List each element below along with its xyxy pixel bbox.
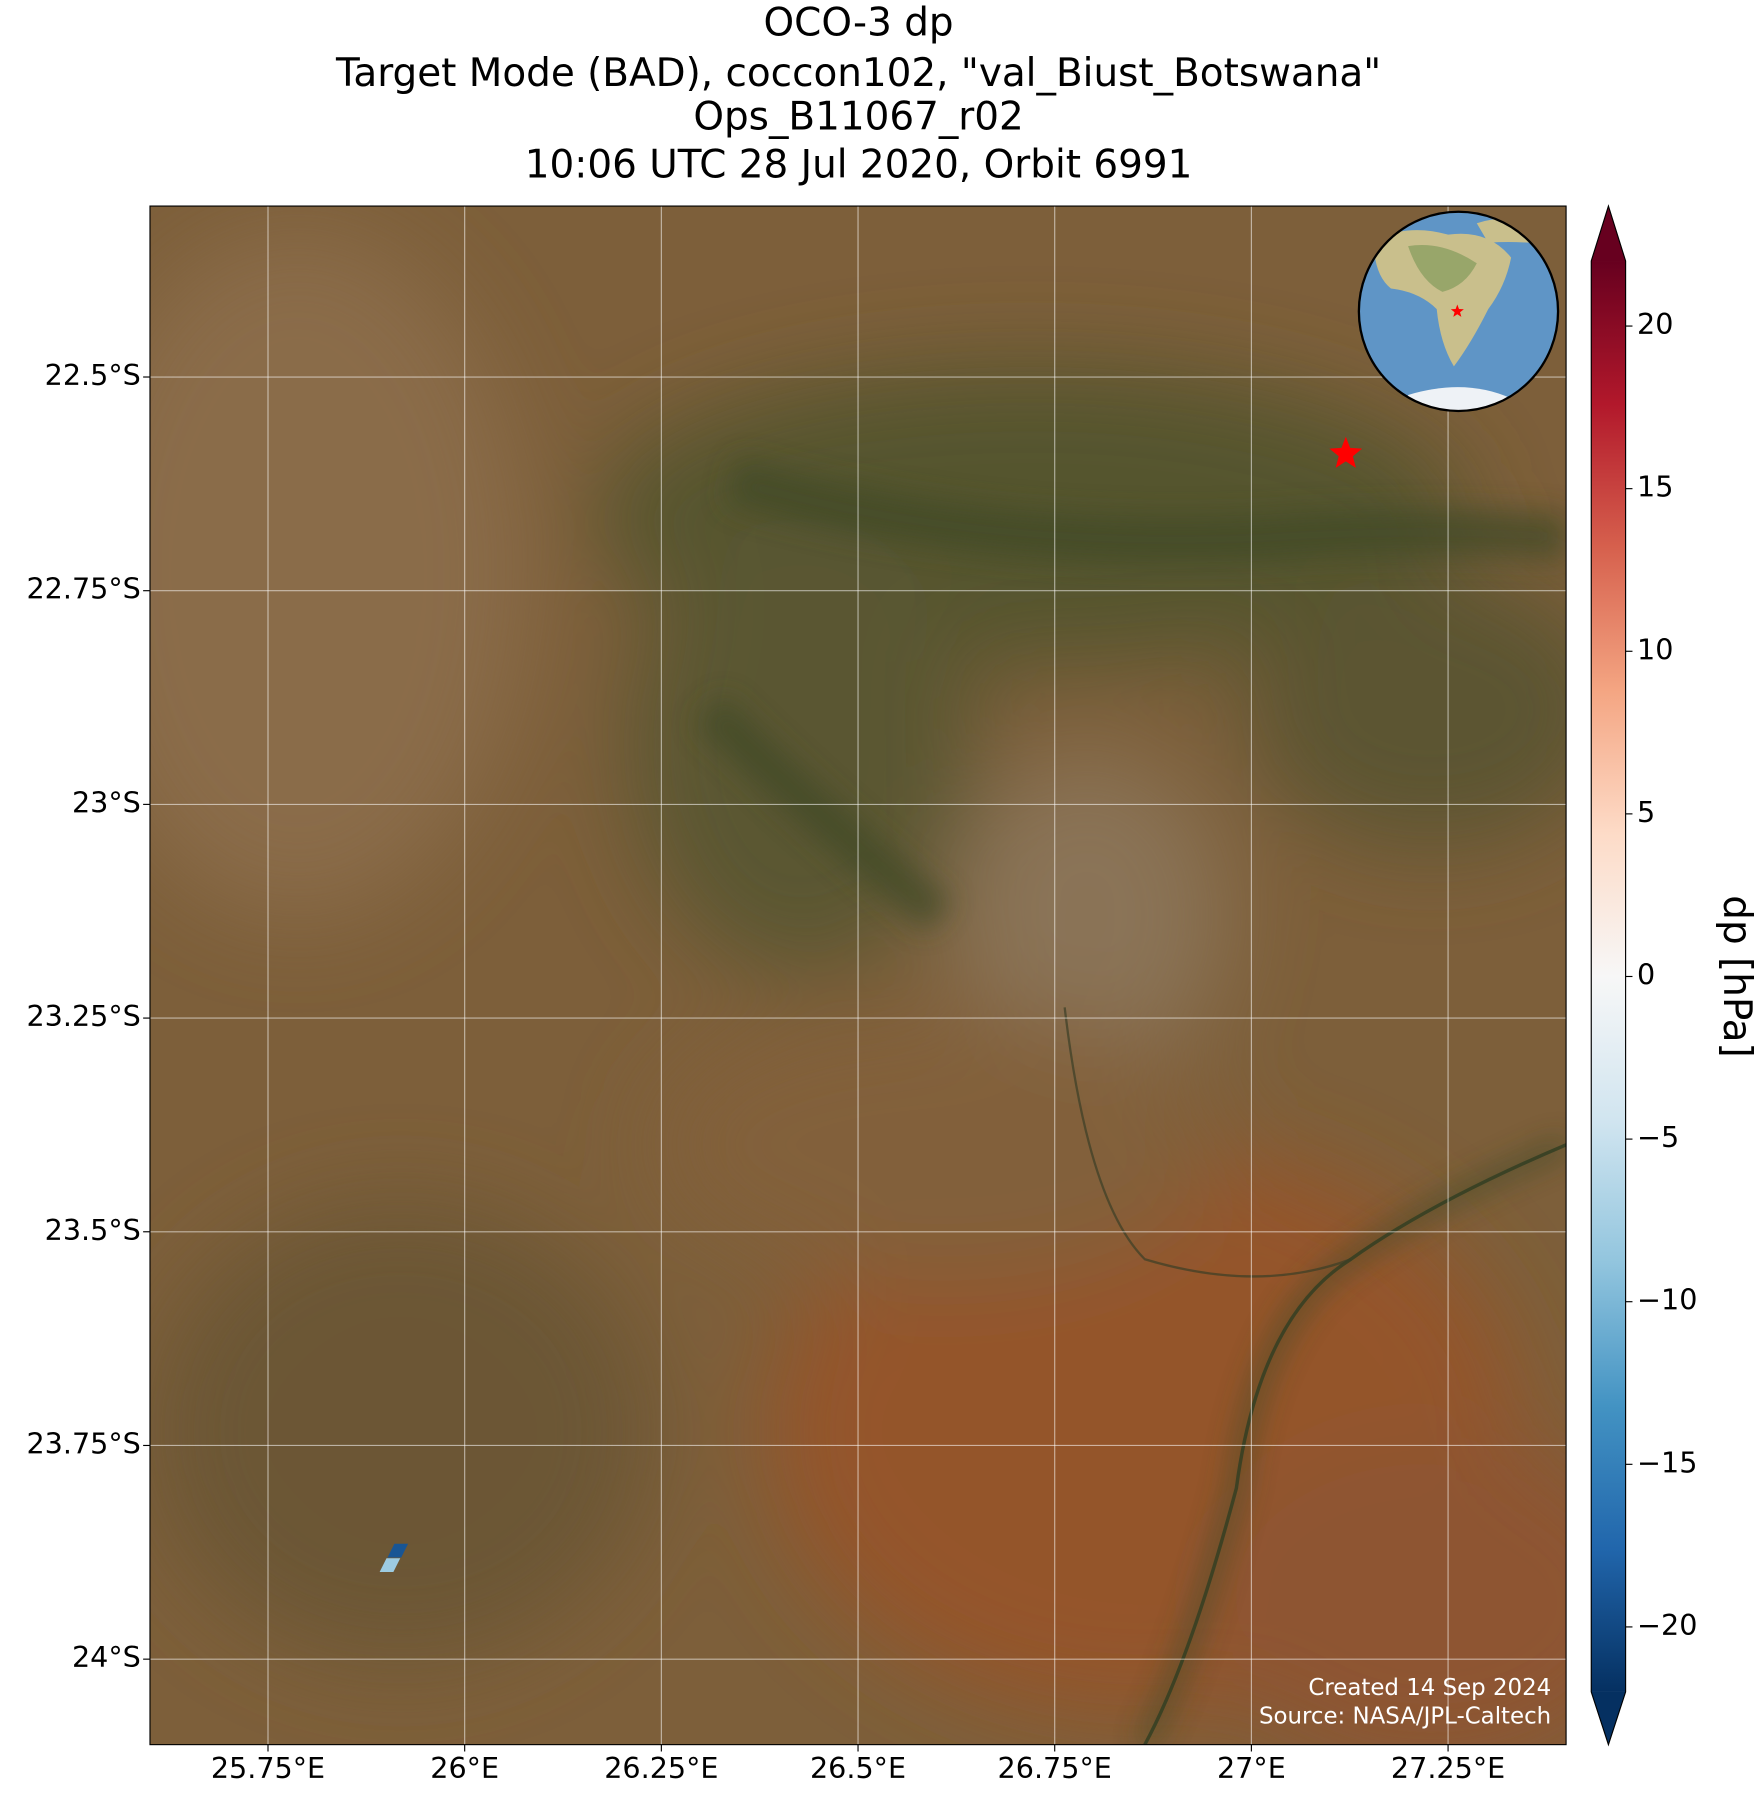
colorbar-tick-label: −20 xyxy=(1637,1608,1697,1642)
y-tick-label: 23.25°S xyxy=(26,999,140,1033)
globe-site-marker xyxy=(1450,304,1464,317)
y-tick-label: 22.5°S xyxy=(45,358,141,392)
colorbar-tick-label: −15 xyxy=(1637,1445,1697,1479)
x-tick-label: 25.75°E xyxy=(211,1751,325,1785)
colorbar-tick-label: 5 xyxy=(1637,795,1655,829)
colorbar-extend-bottom xyxy=(1591,1691,1626,1745)
gridlines xyxy=(149,206,1567,1745)
title-line: Target Mode (BAD), coccon102, "val_Biust… xyxy=(335,51,1381,96)
data-layer xyxy=(379,436,1363,1572)
colorbar-tick-label: 0 xyxy=(1637,957,1655,991)
x-tick-label: 26.25°E xyxy=(604,1751,718,1785)
x-tick-label: 27.25°E xyxy=(1391,1751,1505,1785)
colorbar: 20 15 10 5 0 −5 −10 −15 −20 xyxy=(1590,204,1697,1747)
title-line: 10:06 UTC 28 Jul 2020, Orbit 6991 xyxy=(525,143,1193,188)
annotation: Source: NASA/JPL-Caltech xyxy=(1259,1704,1551,1730)
colorbar-extend-top xyxy=(1591,206,1626,262)
colorbar-tick-label: −5 xyxy=(1637,1120,1679,1154)
x-tick-label: 26.5°E xyxy=(810,1751,906,1785)
x-tick-label: 27°E xyxy=(1217,1751,1286,1785)
sounding xyxy=(379,1558,401,1572)
x-tick-label: 26.75°E xyxy=(998,1751,1112,1785)
x-tick-label: 26°E xyxy=(430,1751,499,1785)
sounding xyxy=(387,1543,409,1558)
colorbar-label: dp [hPa] xyxy=(1714,895,1759,1057)
colorbar-tick-label: 15 xyxy=(1637,470,1673,504)
y-tick-label: 23.5°S xyxy=(45,1213,141,1247)
y-tick-label: 23.75°S xyxy=(26,1426,140,1460)
colorbar-body xyxy=(1591,261,1626,1692)
colorbar-tick-label: 10 xyxy=(1637,632,1673,666)
site-marker xyxy=(1329,436,1363,468)
title: OCO-3 dp Target Mode (BAD), coccon102, "… xyxy=(335,1,1381,188)
basemap xyxy=(149,206,1567,1745)
title-line: Ops_B11067_r02 xyxy=(693,95,1023,140)
annotation: Created 14 Sep 2024 xyxy=(1308,1675,1551,1701)
title-line: OCO-3 dp xyxy=(764,1,954,46)
y-tick-label: 22.75°S xyxy=(26,572,140,606)
colorbar-outline xyxy=(1590,204,1627,1747)
colorbar-tick-label: 20 xyxy=(1637,307,1673,341)
y-tick-label: 24°S xyxy=(72,1640,141,1674)
colorbar-tick-label: −10 xyxy=(1637,1283,1697,1317)
y-tick-label: 23°S xyxy=(72,785,141,819)
